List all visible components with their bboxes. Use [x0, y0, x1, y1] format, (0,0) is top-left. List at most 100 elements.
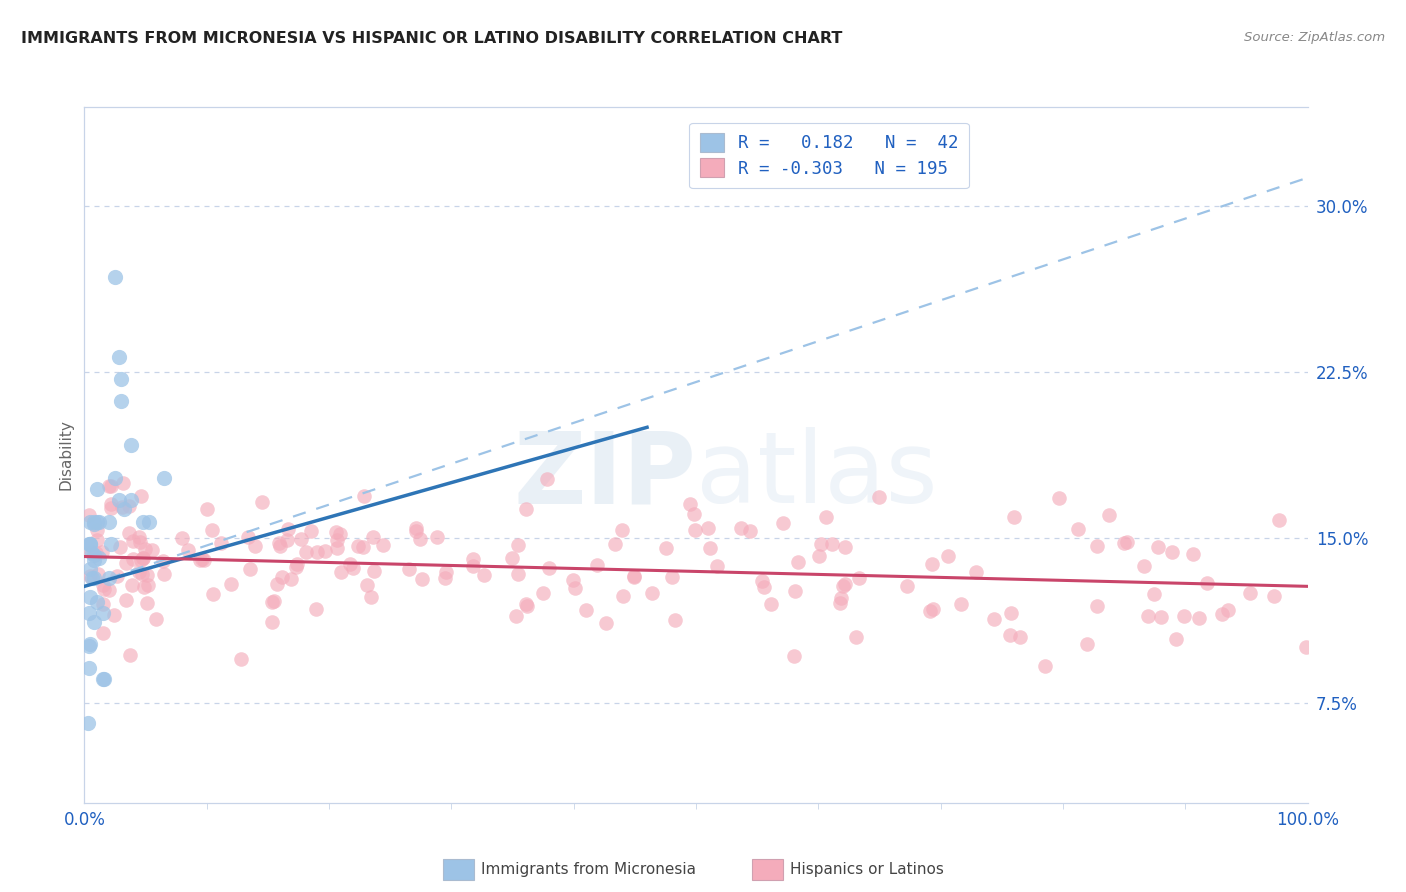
Point: [561, 573, 583, 587]
Point: [342, 561, 364, 575]
Point: [110, 393, 132, 408]
Point: [118, 499, 141, 513]
Point: [1161, 545, 1184, 559]
Point: [1211, 607, 1233, 621]
Point: [145, 612, 167, 626]
Point: [783, 649, 806, 664]
Point: [132, 551, 155, 566]
Point: [515, 502, 537, 516]
Point: [1268, 513, 1291, 527]
Point: [409, 532, 432, 546]
Point: [201, 587, 224, 601]
Point: [270, 570, 292, 584]
Point: [461, 558, 484, 573]
Point: [90, 545, 112, 559]
Point: [97, 479, 120, 493]
Point: [107, 493, 129, 508]
Text: IMMIGRANTS FROM MICRONESIA VS HISPANIC OR LATINO DISABILITY CORRELATION CHART: IMMIGRANTS FROM MICRONESIA VS HISPANIC O…: [21, 31, 842, 46]
Point: [983, 612, 1005, 626]
Point: [91, 672, 114, 686]
Point: [201, 524, 224, 538]
Point: [79, 516, 101, 530]
Point: [641, 586, 664, 600]
Point: [1164, 632, 1187, 647]
Point: [77, 537, 100, 551]
Point: [260, 595, 283, 609]
Point: [329, 527, 352, 541]
Point: [352, 540, 374, 554]
Point: [86, 482, 108, 496]
Point: [697, 521, 720, 535]
Point: [363, 564, 385, 578]
Point: [83, 516, 105, 530]
Point: [1143, 587, 1166, 601]
Point: [1002, 509, 1025, 524]
Point: [138, 516, 160, 530]
Point: [772, 516, 794, 530]
Point: [236, 529, 259, 543]
Point: [595, 616, 617, 631]
Point: [83, 570, 105, 584]
Point: [785, 584, 807, 599]
Point: [250, 495, 273, 509]
Point: [177, 543, 200, 558]
Text: atlas: atlas: [696, 427, 938, 524]
Point: [97, 516, 120, 530]
Point: [108, 541, 131, 555]
Point: [434, 565, 457, 579]
Point: [1085, 539, 1108, 553]
Point: [77, 508, 100, 522]
Point: [153, 471, 176, 485]
Point: [472, 567, 495, 582]
Point: [537, 561, 560, 575]
Point: [132, 580, 155, 594]
Point: [93, 672, 115, 686]
Point: [114, 593, 136, 607]
Point: [305, 545, 328, 559]
Point: [1047, 491, 1070, 506]
Legend: R =   0.182   N =  42, R = -0.303   N = 195: R = 0.182 N = 42, R = -0.303 N = 195: [689, 123, 969, 188]
Point: [266, 577, 288, 591]
Point: [87, 516, 110, 530]
Point: [832, 579, 855, 593]
Point: [730, 520, 752, 534]
Point: [314, 544, 336, 558]
Point: [1295, 640, 1317, 655]
Point: [91, 606, 114, 620]
Point: [80, 570, 103, 584]
Point: [79, 591, 101, 605]
Point: [100, 537, 122, 551]
Point: [965, 566, 987, 580]
Point: [921, 602, 943, 616]
Point: [706, 558, 728, 573]
Point: [325, 525, 347, 540]
Point: [122, 552, 145, 566]
Point: [679, 497, 702, 511]
Point: [515, 597, 537, 611]
Point: [1033, 659, 1056, 673]
Point: [277, 522, 299, 536]
Point: [361, 531, 384, 545]
Point: [79, 637, 101, 651]
Point: [284, 560, 307, 574]
Point: [80, 544, 103, 558]
Point: [100, 479, 122, 493]
Point: [86, 533, 108, 548]
Point: [1112, 536, 1135, 550]
Point: [83, 517, 105, 532]
Point: [373, 538, 395, 552]
Point: [1173, 608, 1195, 623]
Point: [120, 493, 142, 508]
Point: [290, 533, 312, 547]
Point: [575, 603, 598, 617]
Point: [405, 524, 427, 538]
Point: [128, 530, 150, 544]
Point: [104, 471, 127, 485]
Point: [267, 536, 290, 550]
Point: [115, 556, 138, 570]
Point: [586, 558, 609, 572]
Point: [136, 568, 159, 582]
Point: [93, 626, 115, 640]
Point: [239, 562, 262, 576]
Point: [623, 569, 645, 583]
